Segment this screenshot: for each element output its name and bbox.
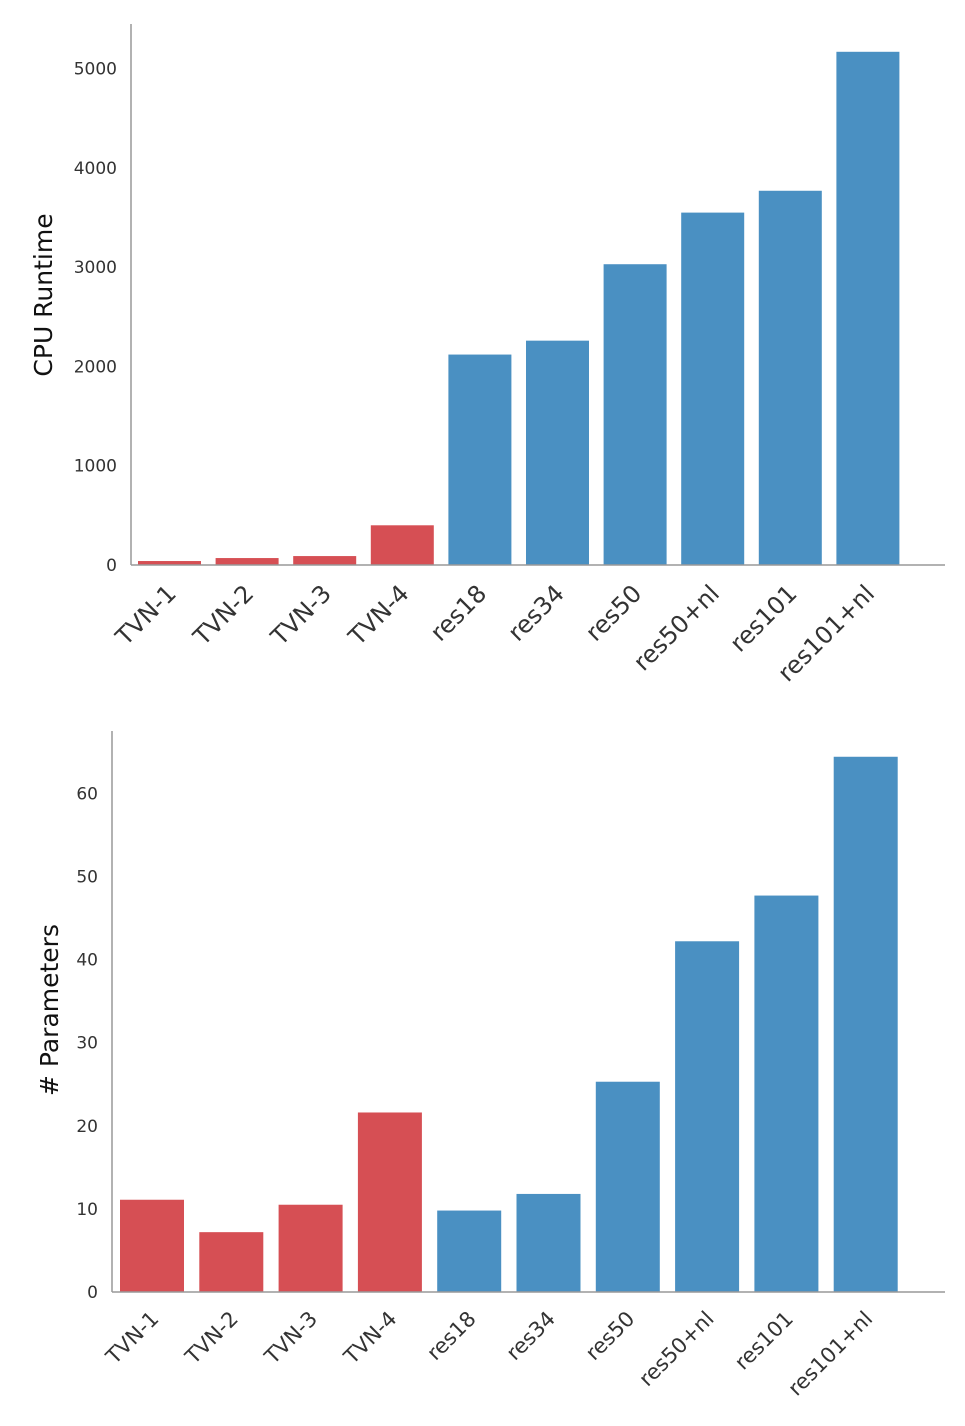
bar-res50 [603,264,667,565]
x-tick-label: TVN-2 [187,579,259,651]
bar-res50-nl [675,941,740,1292]
bar-tvn-1 [120,1199,184,1292]
y-tick-label: 2000 [74,357,117,377]
bar-res101-nl [836,51,900,565]
bar-tvn-4 [370,525,434,565]
x-tick-label: res18 [425,579,492,646]
bar-res101 [754,895,819,1292]
bar-tvn-2 [199,1232,264,1292]
x-tick-label: TVN-4 [342,579,414,651]
x-tick-label: res101 [724,579,802,657]
x-tick-label: res101 [730,1307,798,1375]
bar-res50 [595,1081,660,1292]
x-tick-label: res50+nl [628,579,725,676]
bar-res34 [526,340,589,565]
bar-res101-nl [833,756,898,1292]
x-tick-label: TVN-1 [110,579,182,651]
y-tick-label: 50 [76,867,98,887]
x-tick-label: res50 [581,1307,640,1366]
y-axis-title: # Parameters [35,924,64,1096]
y-tick-label: 0 [106,556,117,576]
bar-res18 [437,1210,502,1292]
bar-tvn-2 [215,558,279,565]
y-axis-title: CPU Runtime [29,213,58,376]
y-tick-label: 30 [76,1034,98,1054]
y-tick-label: 1000 [74,457,117,477]
bar-res18 [448,354,512,565]
x-tick-label: TVN-2 [180,1307,243,1370]
y-tick-label: 40 [76,951,98,971]
x-tick-label: TVN-3 [259,1307,322,1370]
y-tick-label: 4000 [74,159,117,179]
bar-tvn-4 [357,1112,422,1292]
x-tick-label: res34 [502,579,569,646]
y-tick-label: 60 [76,784,98,804]
bar-res101 [758,190,822,565]
cpu-runtime-chart: 0 1000 2000 3000 4000 5000 TVN-1 TVN-2 TVN-3 TVN-… [29,24,945,687]
x-tick-label: res50 [580,579,647,646]
bar-res34 [516,1193,581,1292]
bar-tvn-3 [293,556,357,565]
bar-tvn-3 [278,1204,343,1292]
y-tick-label: 5000 [74,60,117,80]
x-tick-label: res34 [502,1307,561,1366]
bar-tvn-1 [138,561,201,565]
y-tick-label: 0 [87,1283,98,1303]
x-tick-label: res101+nl [783,1307,877,1401]
y-tick-label: 10 [76,1200,98,1220]
y-tick-label: 20 [76,1117,98,1137]
x-tick-label: res18 [422,1307,481,1366]
x-tick-label: TVN-3 [265,579,337,651]
x-tick-label: TVN-4 [339,1307,402,1370]
bar-res50-nl [681,212,745,565]
x-tick-label: res50+nl [634,1307,718,1391]
y-tick-label: 3000 [74,258,117,278]
parameters-chart: 0 10 20 30 40 50 60 TVN-1 TVN-2 TVN-3 TVN-4 res18 re… [35,731,945,1401]
x-tick-label: TVN-1 [101,1307,164,1370]
